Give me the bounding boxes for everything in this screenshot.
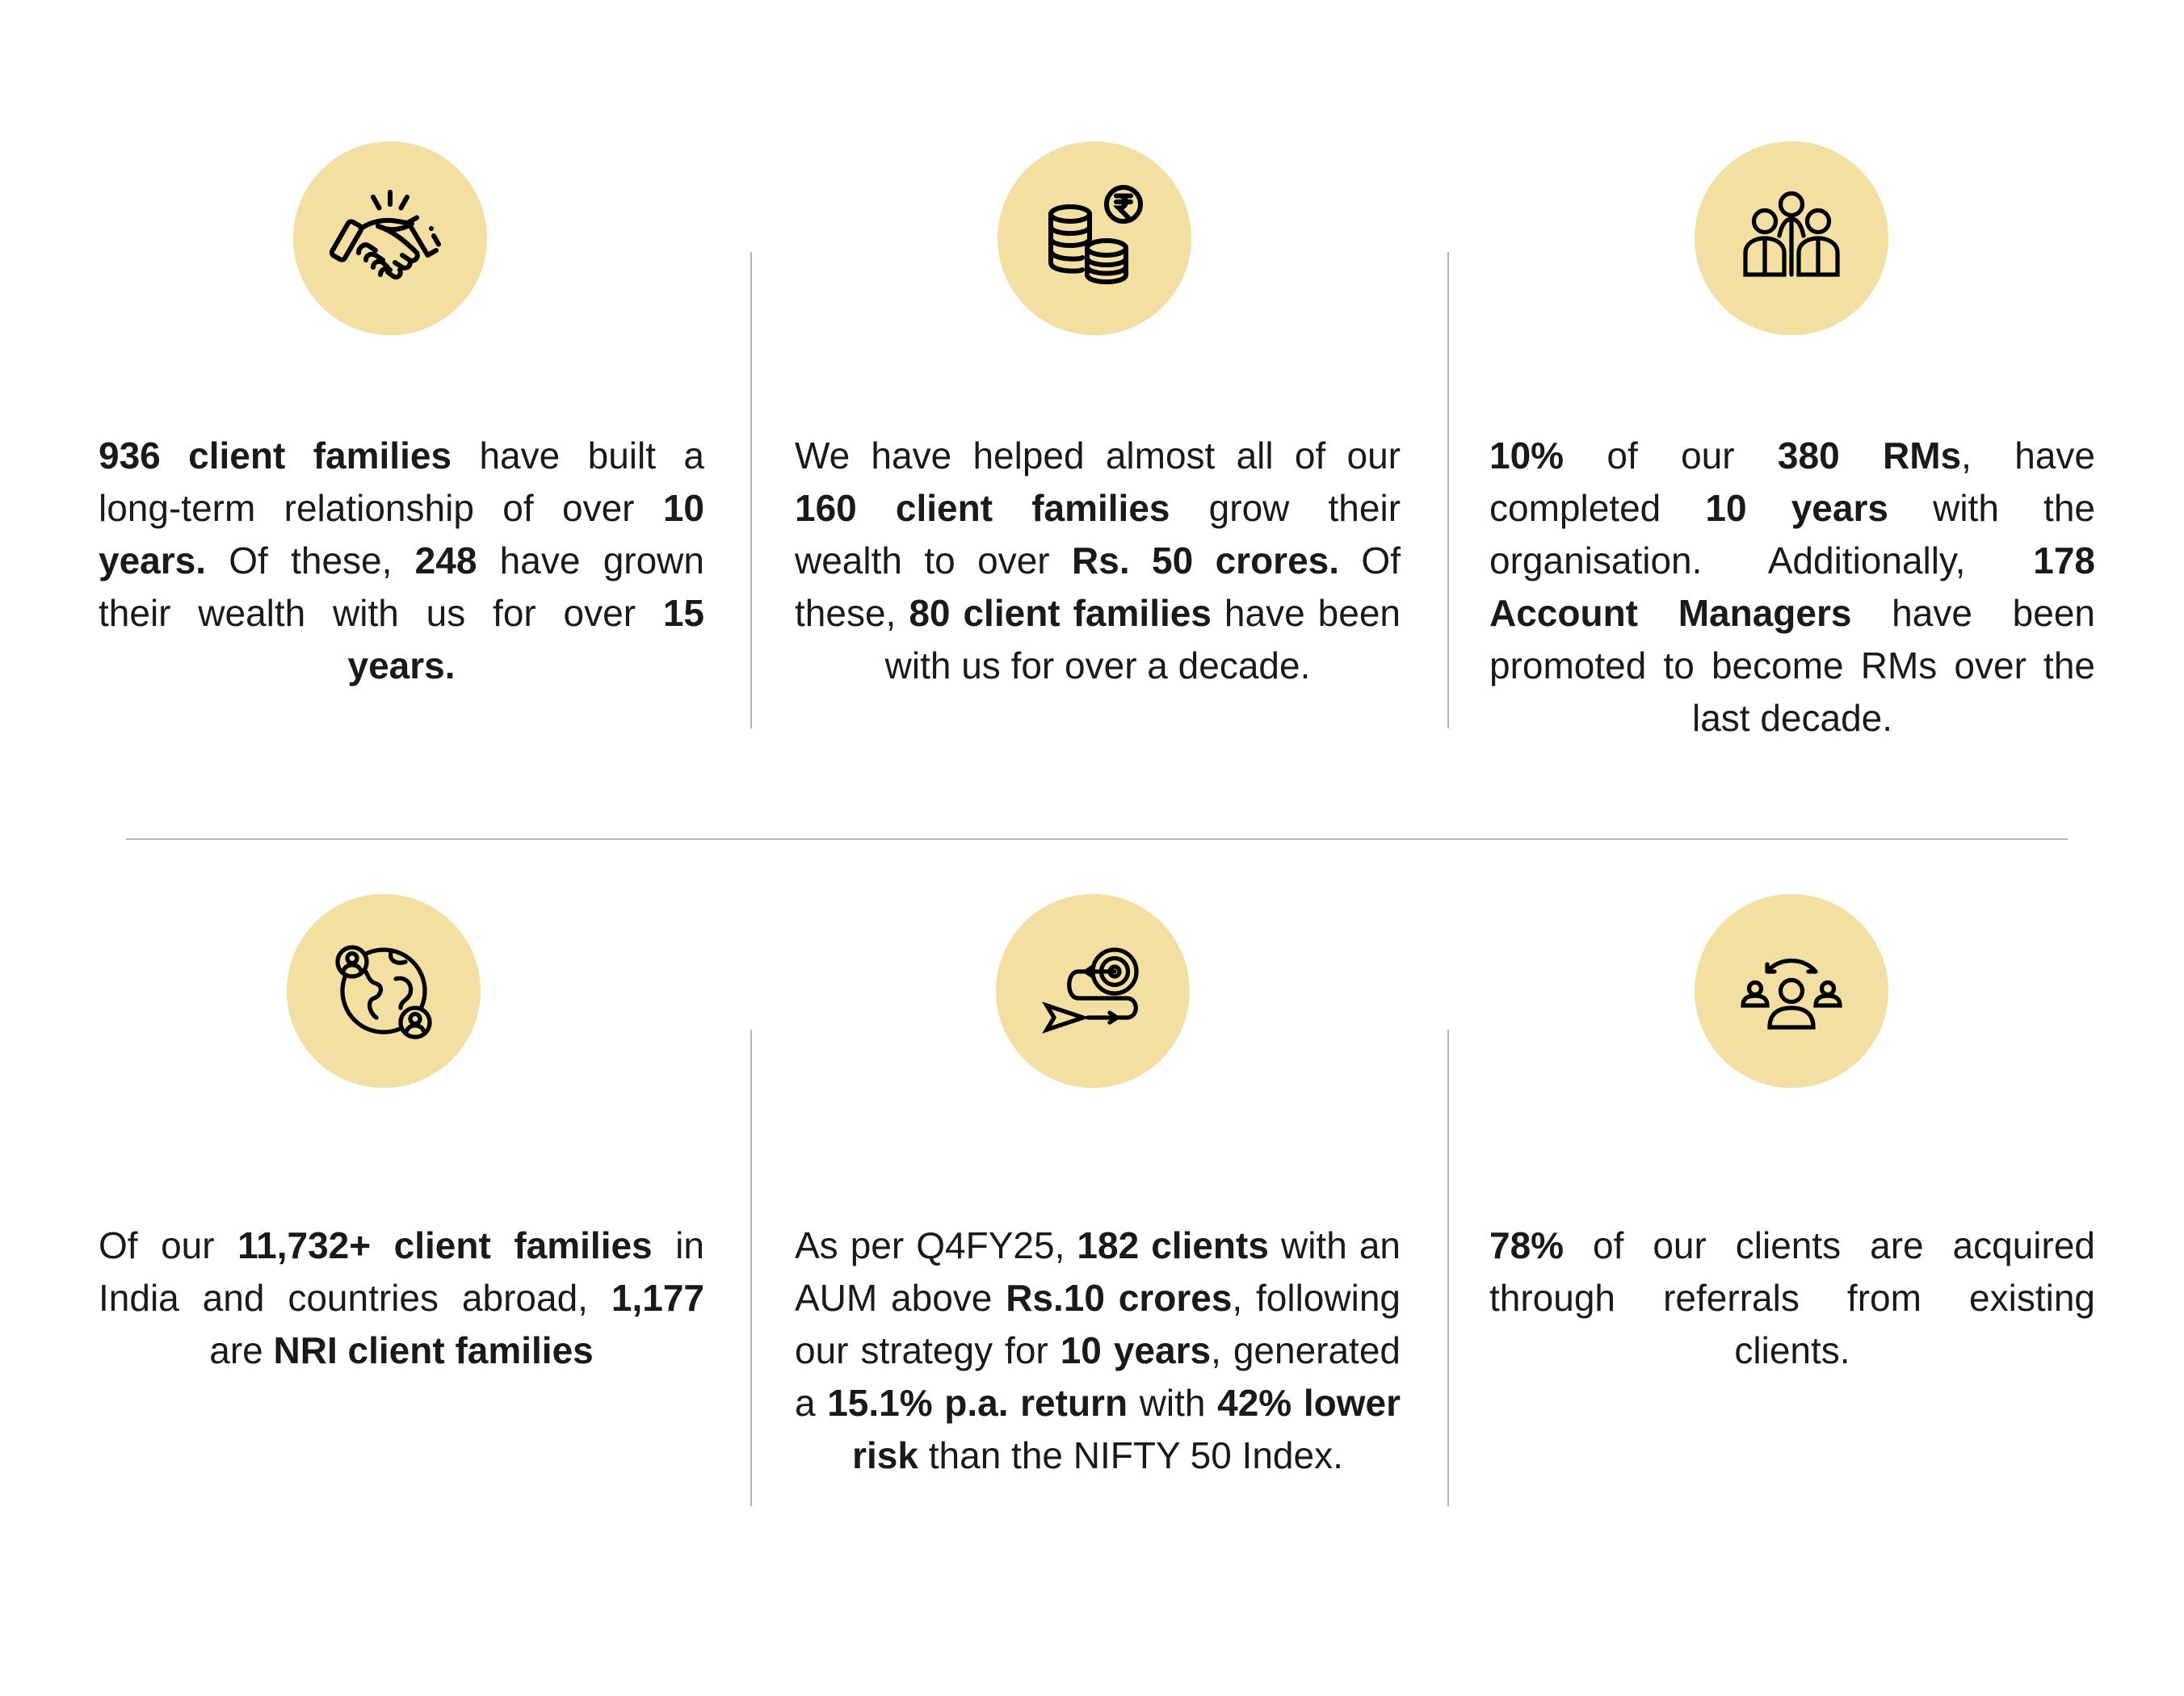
stat-text-5: As per Q4FY25, 182 clients with an AUM a… bbox=[795, 1220, 1401, 1482]
highlight-text: 936 client families bbox=[99, 434, 452, 476]
body-text: , have completed bbox=[1489, 434, 2095, 529]
highlight-text: 10% bbox=[1489, 434, 1564, 476]
stat-text-4: Of our 11,732+ client families in India … bbox=[99, 1220, 704, 1377]
team-icon bbox=[1743, 191, 1840, 277]
highlight-text: 15 years. bbox=[347, 592, 704, 686]
body-text: Of these, bbox=[795, 539, 1401, 634]
highlight-text: 178 Account Managers bbox=[1489, 539, 2095, 634]
highlight-text: 248 bbox=[414, 539, 477, 581]
body-text: with bbox=[1128, 1382, 1218, 1424]
icon-circle-3 bbox=[1695, 141, 1888, 335]
icon-circle-5 bbox=[996, 894, 1190, 1088]
highlight-text: 15.1% p.a. return bbox=[827, 1382, 1128, 1424]
body-text: As per Q4FY25, bbox=[795, 1224, 1077, 1266]
divider-vertical-4 bbox=[1447, 1030, 1449, 1506]
body-text: of our clients are acquired through refe… bbox=[1489, 1224, 2095, 1371]
icon-circle-6 bbox=[1695, 894, 1888, 1088]
body-text: are bbox=[209, 1329, 274, 1371]
highlight-text: Rs.10 crores bbox=[1006, 1277, 1233, 1319]
highlight-text: NRI client families bbox=[273, 1329, 594, 1371]
icon-circle-2 bbox=[998, 141, 1191, 335]
icon-circle-1 bbox=[293, 141, 487, 335]
body-text: with the organisation. Additionally, bbox=[1489, 487, 2096, 581]
highlight-text: 10 years bbox=[1060, 1329, 1212, 1371]
body-text: have been promoted to become RMs over th… bbox=[1489, 592, 2095, 739]
highlight-text: 1,177 bbox=[611, 1277, 704, 1319]
referral-icon bbox=[1741, 959, 1842, 1030]
divider-horizontal bbox=[126, 838, 2068, 840]
body-text: We have helped almost all of our bbox=[795, 434, 1401, 476]
highlight-text: 380 RMs bbox=[1777, 434, 1962, 476]
body-text: in India and countries abroad, bbox=[99, 1224, 704, 1319]
stat-text-3: 10% of our 380 RMs, have completed 10 ye… bbox=[1489, 430, 2095, 745]
divider-vertical-3 bbox=[750, 1030, 752, 1506]
body-text: have been with us for over a decade. bbox=[884, 592, 1401, 686]
target-strategy-icon bbox=[1042, 947, 1139, 1034]
body-text: have built a long-term relationship of o… bbox=[99, 434, 705, 529]
body-text: than the NIFTY 50 Index. bbox=[918, 1434, 1343, 1476]
handshake-icon bbox=[330, 190, 441, 280]
body-text: , generated a bbox=[795, 1329, 1401, 1424]
stat-text-2: We have helped almost all of our 160 cli… bbox=[795, 430, 1401, 692]
body-text: grow their wealth to over bbox=[795, 487, 1401, 581]
body-text: have grown their wealth with us for over bbox=[99, 539, 704, 634]
highlight-text: 80 client families bbox=[909, 592, 1212, 634]
stat-text-1: 936 client families have built a long-te… bbox=[99, 430, 704, 692]
highlight-text: Rs. 50 crores. bbox=[1072, 539, 1340, 581]
icon-circle-4 bbox=[287, 894, 481, 1088]
body-text: , following our strategy for bbox=[795, 1277, 1401, 1371]
divider-vertical-2 bbox=[1447, 252, 1449, 728]
highlight-text: 160 client families bbox=[795, 487, 1170, 529]
coins-rupee-icon bbox=[1048, 185, 1143, 284]
highlight-text: 10 years. bbox=[99, 487, 704, 581]
stat-text-6: 78% of our clients are acquired through … bbox=[1489, 1220, 2095, 1377]
highlight-text: 182 clients bbox=[1077, 1224, 1269, 1266]
body-text: Of these, bbox=[206, 539, 415, 581]
highlight-text: 11,732+ client families bbox=[237, 1224, 653, 1266]
highlight-text: 42% lower risk bbox=[852, 1382, 1401, 1476]
body-text: Of our bbox=[99, 1224, 238, 1266]
globe-people-icon bbox=[335, 945, 432, 1039]
body-text: of our bbox=[1564, 434, 1778, 476]
highlight-text: 78% bbox=[1489, 1224, 1564, 1266]
body-text: with an AUM above bbox=[795, 1224, 1401, 1319]
highlight-text: 10 years bbox=[1705, 487, 1888, 529]
divider-vertical-1 bbox=[750, 252, 752, 728]
